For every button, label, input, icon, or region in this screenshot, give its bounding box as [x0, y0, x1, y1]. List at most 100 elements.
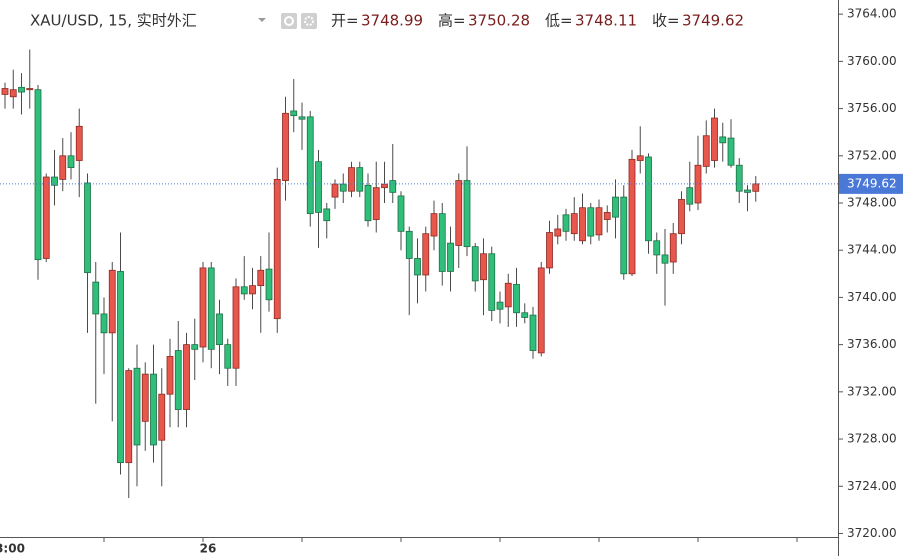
- candle-body: [397, 195, 405, 232]
- candle-body: [430, 213, 438, 237]
- y-tick-label: 3720.00: [847, 526, 897, 540]
- candle-body: [620, 196, 628, 275]
- candle-body: [595, 207, 603, 236]
- settings-icon[interactable]: [301, 13, 317, 29]
- candle-body: [92, 281, 100, 315]
- candle-body: [199, 267, 207, 348]
- candle-body: [298, 116, 306, 120]
- candle-body: [372, 187, 380, 220]
- candle-body: [752, 183, 760, 192]
- x-tick-label: 3:00: [0, 542, 25, 556]
- candle-body: [537, 267, 545, 354]
- candle-body: [612, 196, 619, 218]
- high-label: 高=: [438, 12, 466, 30]
- candle-body: [504, 282, 512, 308]
- visibility-icon[interactable]: [281, 13, 297, 29]
- y-tick-label: 3732.00: [847, 384, 897, 398]
- open-value: 3748.99: [361, 12, 423, 30]
- candle-body: [562, 214, 570, 232]
- candle-body: [521, 312, 529, 318]
- candle-body: [447, 242, 454, 272]
- low-value: 3748.11: [575, 12, 637, 30]
- y-tick-label: 3740.00: [847, 290, 897, 304]
- candle-body: [702, 135, 710, 167]
- candle-body: [240, 286, 248, 295]
- y-tick-label: 3752.00: [847, 148, 897, 162]
- chart-title: XAU/USD, 15, 实时外汇: [30, 12, 197, 30]
- candle-body: [719, 136, 727, 144]
- candle-body: [108, 269, 116, 334]
- candle-body: [59, 155, 67, 180]
- dropdown-arrow[interactable]: [258, 18, 266, 22]
- candle-body: [117, 271, 124, 464]
- plot-area: [1, 49, 760, 499]
- candle-body: [422, 233, 430, 276]
- candle-body: [257, 269, 265, 287]
- candle-body: [125, 370, 133, 464]
- price-label: 3749.62: [847, 176, 897, 190]
- candle-body: [158, 393, 166, 441]
- low-label: 低=: [545, 12, 573, 30]
- candle-body: [348, 167, 355, 192]
- candle-body: [18, 86, 25, 93]
- candle-body: [669, 233, 677, 263]
- candle-body: [603, 212, 611, 220]
- candle-body: [75, 125, 83, 161]
- candle-body: [496, 301, 504, 310]
- settings-icon-gear: [304, 16, 314, 26]
- candle-body: [166, 356, 174, 395]
- candle-body: [364, 184, 372, 222]
- candle-body: [273, 178, 281, 320]
- candle-body: [653, 240, 661, 256]
- y-tick-label: 3756.00: [847, 101, 897, 115]
- candle-body: [216, 313, 223, 346]
- candle-body: [678, 199, 685, 235]
- candle-body: [42, 176, 50, 259]
- y-tick-label: 3760.00: [847, 54, 897, 68]
- candle-body: [323, 208, 331, 222]
- candle-body: [249, 285, 256, 295]
- y-tick-label: 3728.00: [847, 432, 897, 446]
- candle-body: [331, 183, 339, 198]
- candle-body: [529, 314, 537, 351]
- candle-body: [661, 254, 669, 264]
- y-tick-label: 3764.00: [847, 7, 897, 21]
- candle-body: [579, 207, 586, 242]
- y-tick-label: 3744.00: [847, 243, 897, 257]
- candle-body: [306, 116, 314, 215]
- candle-body: [546, 232, 553, 269]
- x-tick-label: 26: [200, 542, 217, 556]
- candle-body: [711, 117, 718, 161]
- candle-body: [694, 164, 702, 204]
- candle-body: [686, 187, 694, 205]
- candle-body: [455, 180, 463, 246]
- candle-body: [1, 88, 9, 95]
- candle-body: [84, 182, 91, 274]
- candle-body: [471, 246, 479, 282]
- y-tick-label: 3724.00: [847, 479, 897, 493]
- candle-body: [645, 156, 652, 242]
- candle-body: [51, 176, 58, 186]
- candle-body: [480, 253, 487, 281]
- candle-body: [727, 137, 735, 166]
- candle-body: [587, 207, 595, 237]
- candle-body: [224, 344, 232, 369]
- high-value: 3750.28: [468, 12, 530, 30]
- candle-body: [381, 183, 388, 189]
- candle-body: [282, 112, 289, 181]
- candle-body: [356, 167, 364, 192]
- candle-body: [389, 180, 397, 193]
- candle-body: [265, 268, 273, 301]
- candle-body: [232, 286, 240, 369]
- candle-body: [488, 253, 496, 311]
- y-tick-label: 3736.00: [847, 337, 897, 351]
- candle-body: [174, 350, 182, 410]
- header-bg: [0, 4, 760, 36]
- candle-body: [405, 230, 413, 259]
- price-label-bg: [839, 173, 903, 194]
- candle-body: [133, 367, 141, 446]
- y-tick-label: 3748.00: [847, 195, 897, 209]
- candle-body: [463, 180, 471, 248]
